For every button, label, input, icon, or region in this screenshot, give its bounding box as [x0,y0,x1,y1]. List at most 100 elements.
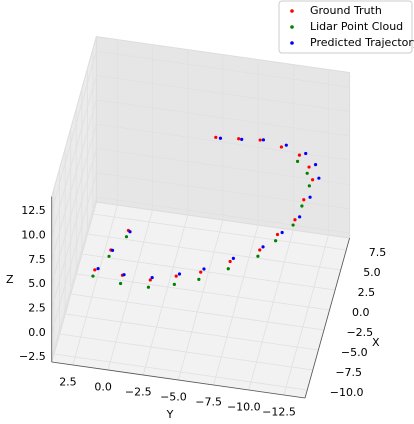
grid-line [96,75,350,112]
x-tick-label: −2.5 [346,326,373,339]
y-tick-label: 0.0 [94,381,112,394]
grid-line [51,99,97,260]
point [280,230,284,235]
point [231,256,235,260]
point [258,138,262,142]
point [305,171,309,175]
grid-line [51,197,97,358]
z-tick-label: −2.5 [19,350,46,363]
legend-marker [290,25,294,29]
legend-label: Predicted Trajectory [310,36,414,49]
point [307,165,311,169]
z-tick-label: 7.5 [28,253,46,266]
grid-line [51,148,97,309]
point [284,143,288,147]
point [172,282,176,286]
x-tick-label: 7.5 [369,246,387,259]
point [300,204,304,208]
grid-line [51,124,97,285]
point [302,198,306,202]
point [261,245,265,249]
point [226,267,230,271]
x-tick-label: −10.0 [330,386,364,399]
x-tick-label: 2.5 [358,286,376,299]
x-tick-label: 5.0 [363,266,381,279]
legend: Ground Truth Lidar Point Cloud Predicted T… [278,0,414,54]
point [197,277,201,281]
x-tick-label: −5.0 [341,346,368,359]
grid-line [96,148,350,185]
point [307,184,311,188]
point [150,275,154,280]
y-tick-label: 2.5 [59,376,77,389]
x-tick-label: −7.5 [335,366,362,379]
y-tick-label: −7.5 [195,396,222,409]
x-axis-line [304,237,350,399]
x-tick-label: 0.0 [352,306,370,319]
point [317,176,321,180]
grid-line [96,196,350,234]
grid-line [51,75,97,236]
point [214,135,218,139]
point [174,274,178,278]
y-tick-label: −10.0 [227,401,261,414]
point [124,235,129,239]
point [177,272,182,276]
z-tick-label: 12.5 [21,204,46,217]
point [218,136,223,140]
grid-line [96,99,350,137]
point [308,195,312,199]
legend-box [278,0,413,54]
x-axis-label: X [372,336,380,349]
point [107,254,111,258]
point [310,178,315,182]
z-tick-label: 2.5 [28,301,46,314]
point [146,285,151,289]
grid-line [51,51,97,212]
grid-line [177,219,224,381]
grid-line [96,172,350,210]
y-axis-label: Y [166,408,174,421]
legend-marker [290,41,294,45]
grid-line [51,172,97,333]
point [128,230,132,234]
point [313,163,318,167]
grid-line [96,50,350,88]
grid-line [283,234,329,396]
point [93,268,97,272]
y-tick-label: −12.5 [262,406,296,419]
point [275,232,280,237]
grid-line [248,229,294,391]
point [202,267,206,271]
z-tick-label: 5.0 [28,277,46,290]
point [261,138,266,142]
point [298,215,302,219]
legend-label: Lidar Point Cloud [310,20,403,33]
point [240,137,244,141]
y-tick-label: −2.5 [125,386,152,399]
legend-label: Ground Truth [310,4,382,17]
legend-marker [290,9,294,13]
point [148,278,152,282]
point [96,267,100,271]
point [274,239,278,243]
point [110,248,115,252]
point [297,153,302,157]
point [256,254,260,258]
z-tick-label: 10.0 [21,229,46,242]
grid-line [142,214,189,376]
point [258,248,262,252]
z-axis-label: Z [6,273,14,286]
point [279,145,284,149]
point [228,259,232,264]
point [199,270,203,274]
point [293,218,297,222]
grid-line [72,204,118,366]
point [91,274,95,278]
y-tick-label: −5.0 [160,391,187,404]
y-axis-line [51,361,306,399]
point [291,223,295,227]
grid-line [107,209,154,371]
point [237,137,241,141]
